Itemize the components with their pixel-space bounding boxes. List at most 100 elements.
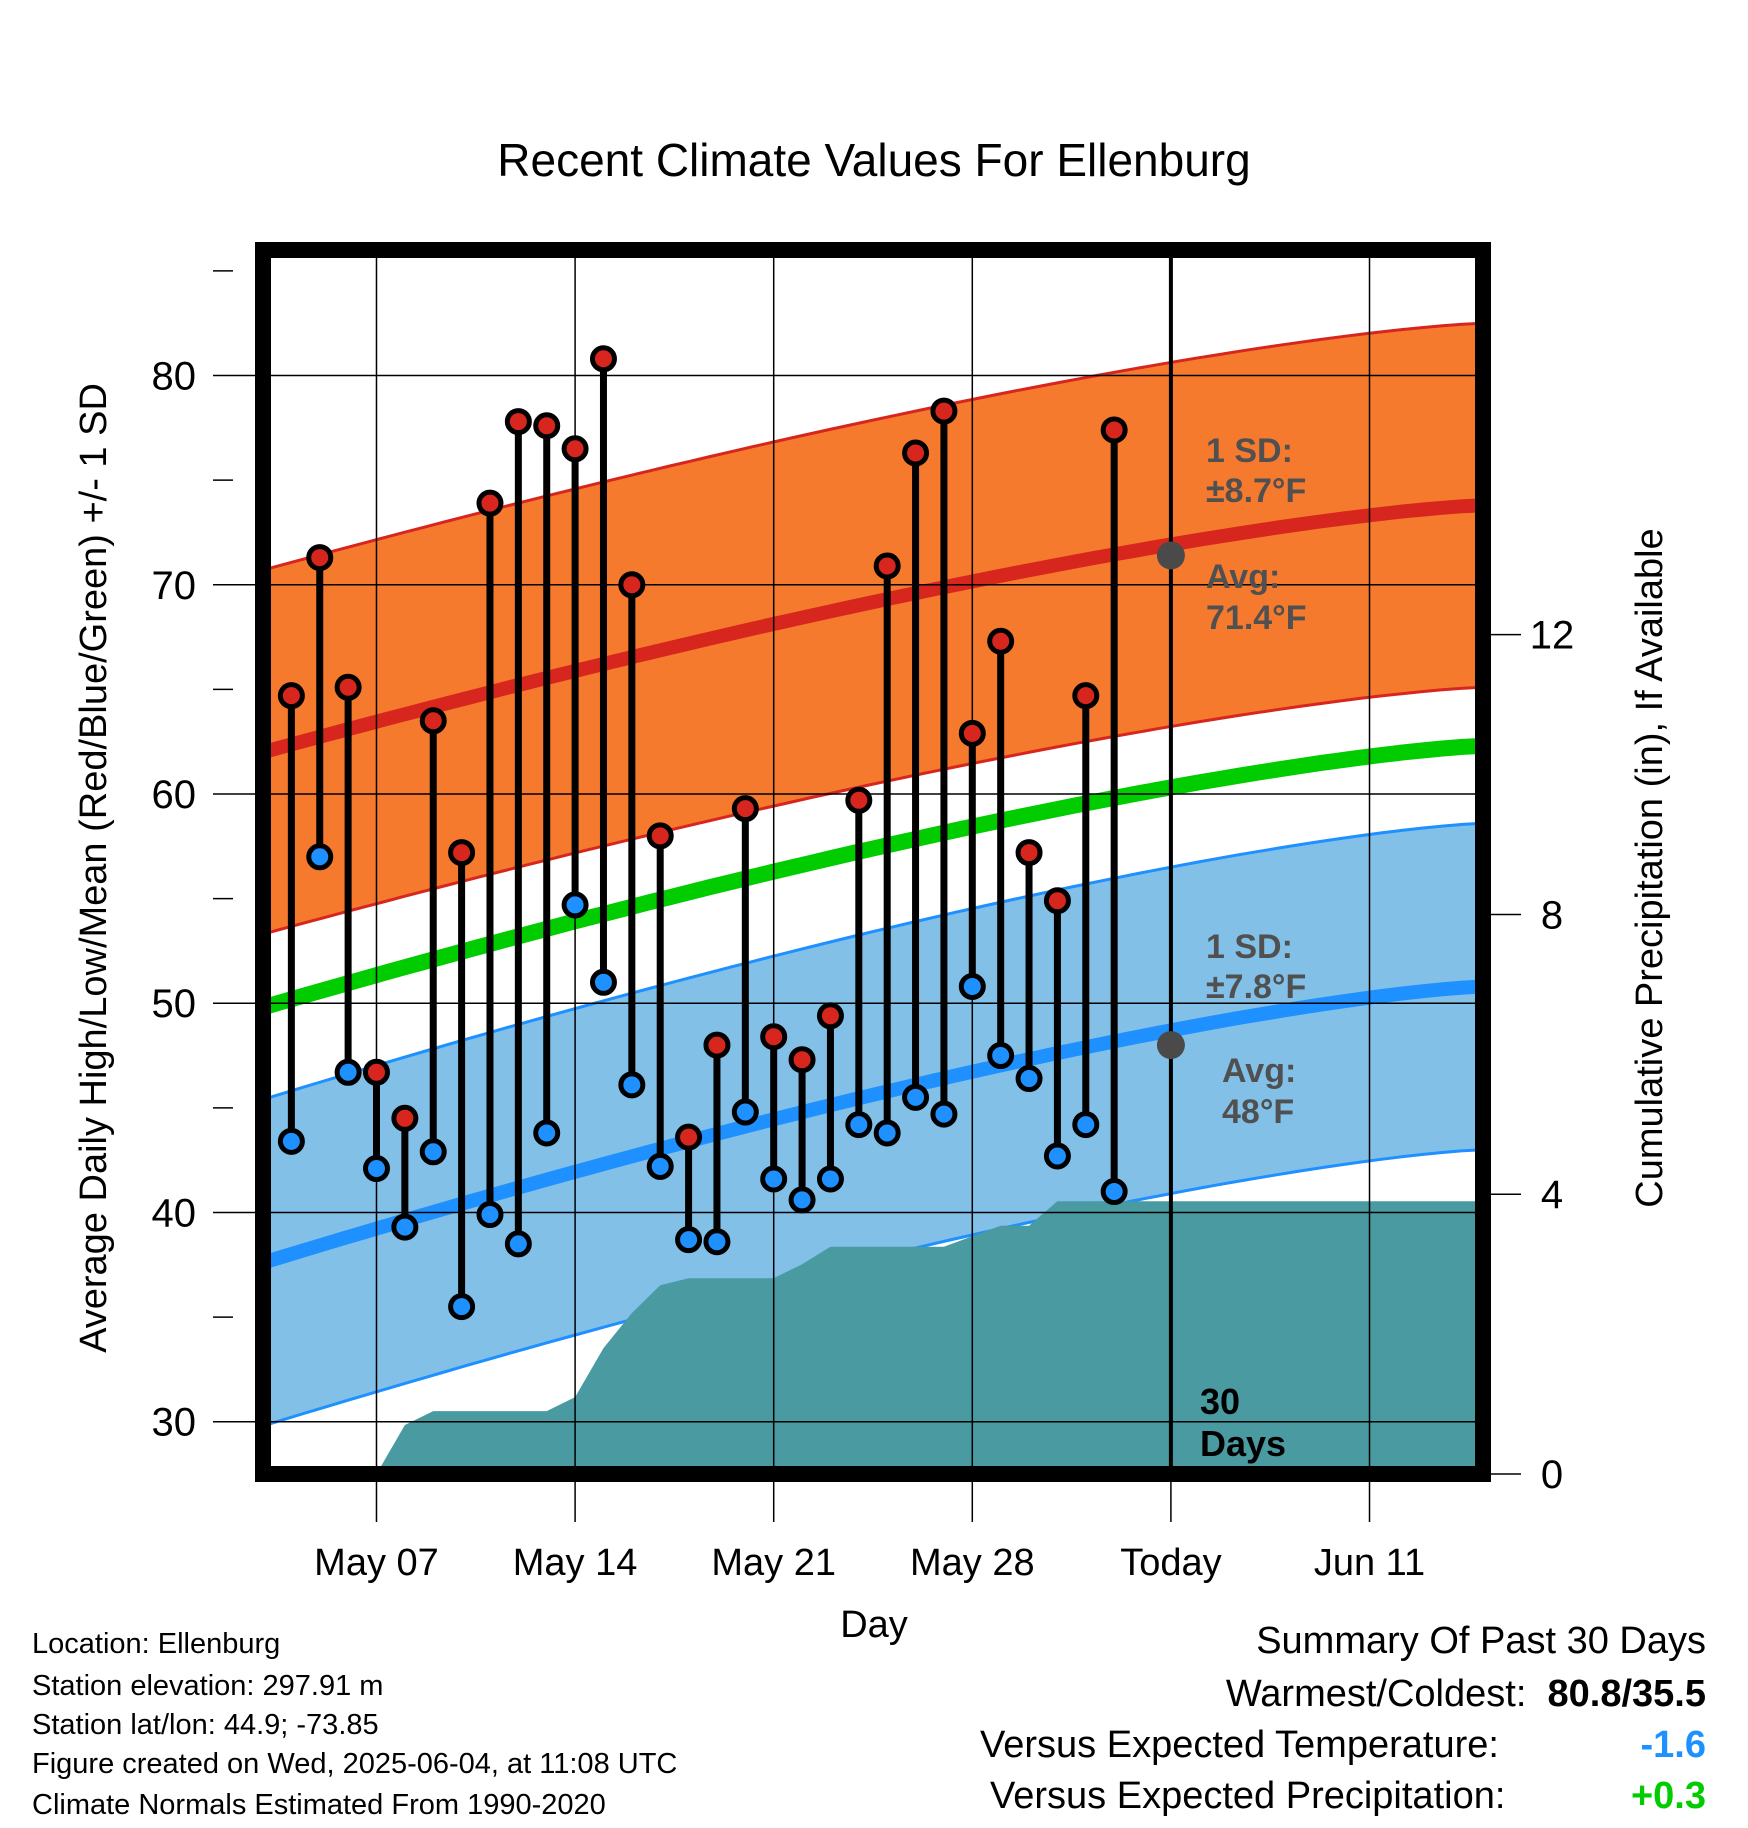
daily-low-point [788,1186,816,1214]
daily-high-point [930,397,958,425]
summary-precip: Versus Expected Precipitation: +0.3 [990,1777,1706,1815]
daily-high-point [646,822,674,850]
daily-low-point [930,1100,958,1128]
daily-high-point [561,435,589,463]
y-tick-label: 70 [152,564,197,608]
daily-low-point [277,1127,305,1155]
daily-low-point [646,1152,674,1180]
daily-low-point [561,891,589,919]
daily-high-point [1015,839,1043,867]
daily-low-point [504,1230,532,1258]
daily-low-point [816,1165,844,1193]
high-avg-value: 71.4°F [1206,599,1307,637]
low-avg-label: Avg: [1222,1052,1296,1090]
y2-axis-label: Cumulative Precipitation (in), If Availa… [1629,528,1671,1207]
footer-created: Figure created on Wed, 2025-06-04, at 11… [32,1748,678,1780]
y-tick-label: 80 [152,355,197,399]
y-tick-label: 60 [152,773,197,817]
summary-temp-label: Versus Expected Temperature: [980,1724,1499,1766]
daily-low-point [845,1111,873,1139]
daily-high-point [362,1058,390,1086]
daily-high-point [306,544,334,572]
normal-high-line [263,498,1483,759]
low-avg-value: 48°F [1222,1093,1294,1131]
daily-low-point [1015,1065,1043,1093]
precipitation-area [376,1201,1483,1474]
daily-low-point [391,1213,419,1241]
x-tick-label: Jun 11 [1314,1542,1425,1584]
daily-high-point [873,552,901,580]
y-tick-label: 30 [152,1401,197,1445]
daily-low-point [873,1119,901,1147]
daily-low-point [958,972,986,1000]
y2-tick-label: 0 [1541,1453,1563,1497]
normal-mean-line [263,737,1483,1016]
today-low-avg-marker [1156,1031,1185,1060]
summary-title: Summary Of Past 30 Days [1256,1620,1706,1662]
x-tick-label: May 14 [513,1542,638,1584]
x-tick-label: Today [1120,1542,1221,1584]
daily-high-point [533,412,561,440]
daily-low-point [675,1226,703,1254]
daily-low-point [334,1058,362,1086]
daily-high-point [816,1002,844,1030]
low-sd-label: 1 SD: [1206,928,1293,966]
daily-low-point [419,1138,447,1166]
high-band-upper-edge [263,321,1483,572]
footer-normals: Climate Normals Estimated From 1990-2020 [32,1789,606,1821]
low-sd-band [263,823,1483,1426]
x-axis-label: Day [840,1604,908,1646]
high-band-lower-edge [263,685,1483,936]
high-sd-label: 1 SD: [1206,432,1293,470]
high-avg-label: Avg: [1206,558,1280,596]
daily-high-point [987,627,1015,655]
x-tick-label: May 07 [314,1542,439,1584]
daily-low-point [533,1119,561,1147]
high-sd-band [263,323,1483,935]
daily-low-point [1100,1178,1128,1206]
daily-high-point [476,489,504,517]
daily-high-point [845,786,873,814]
y-tick-label: 50 [152,982,197,1026]
low-sd-value: ±7.8°F [1206,968,1306,1006]
summary-precip-label: Versus Expected Precipitation: [990,1775,1506,1817]
daily-high-point [902,439,930,467]
summary-warm-cold-value: 80.8/35.5 [1547,1673,1706,1715]
high-sd-value: ±8.7°F [1206,472,1306,510]
daily-high-point [448,839,476,867]
daily-high-point [589,345,617,373]
daily-high-point [1072,682,1100,710]
daily-low-point [362,1155,390,1183]
summary-temp-value: -1.6 [1640,1724,1706,1766]
daily-low-point [1043,1142,1071,1170]
chart-title: Recent Climate Values For Ellenburg [497,134,1250,186]
y2-tick-label: 12 [1530,614,1575,658]
daily-high-point [419,707,447,735]
daily-low-point [987,1042,1015,1070]
today-high-avg-marker [1156,541,1185,570]
daily-high-point [391,1104,419,1132]
daily-low-point [589,968,617,996]
daily-low-point [902,1083,930,1111]
summary-precip-value: +0.3 [1630,1775,1706,1817]
daily-high-point [618,571,646,599]
daily-low-point [476,1201,504,1229]
today-days-count: 30 [1200,1381,1240,1422]
daily-high-point [277,682,305,710]
daily-high-point [1100,416,1128,444]
daily-high-point [760,1023,788,1051]
daily-low-point [1072,1111,1100,1139]
daily-low-point [703,1228,731,1256]
daily-low-point [306,843,334,871]
normal-low-line [263,979,1483,1270]
y-axis-label: Average Daily High/Low/Mean (Red/Blue/Gr… [73,383,115,1353]
footer-latlon: Station lat/lon: 44.9; -73.85 [32,1709,379,1741]
plot-frame [255,242,1491,1482]
daily-low-point [448,1293,476,1321]
daily-high-point [675,1123,703,1151]
x-tick-label: May 21 [711,1542,836,1584]
footer-location: Location: Ellenburg [32,1628,281,1660]
summary-warm-cold: Warmest/Coldest: 80.8/35.5 [1226,1675,1706,1713]
